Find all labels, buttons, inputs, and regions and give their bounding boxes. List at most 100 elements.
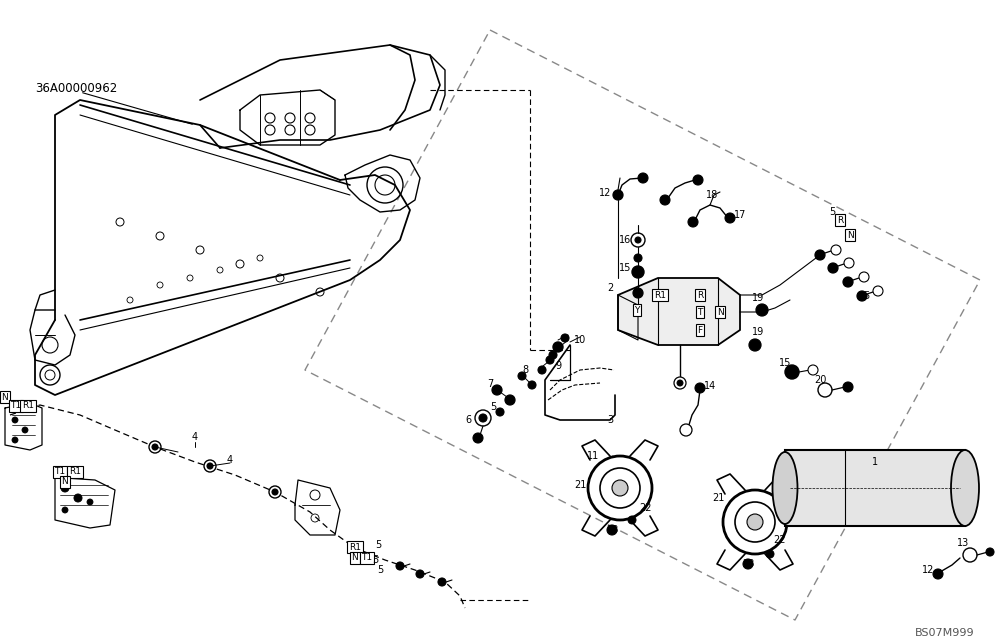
Circle shape	[873, 286, 883, 296]
Ellipse shape	[951, 450, 979, 526]
Circle shape	[723, 490, 787, 554]
Circle shape	[149, 441, 161, 453]
Circle shape	[87, 499, 93, 505]
Circle shape	[204, 460, 216, 472]
Text: N: N	[847, 231, 853, 240]
Circle shape	[634, 254, 642, 262]
Circle shape	[549, 351, 557, 359]
Text: 19: 19	[752, 327, 764, 337]
Text: 16: 16	[619, 235, 631, 245]
Text: 12: 12	[599, 188, 611, 198]
Circle shape	[538, 366, 546, 374]
Circle shape	[843, 382, 853, 392]
Circle shape	[843, 277, 853, 287]
Circle shape	[677, 380, 683, 386]
Text: 5: 5	[829, 207, 835, 217]
Text: T: T	[697, 307, 703, 316]
Circle shape	[660, 195, 670, 205]
Bar	[785, 450, 965, 526]
Circle shape	[674, 377, 686, 389]
Text: R1: R1	[22, 401, 34, 410]
Text: 36A00000962: 36A00000962	[35, 82, 117, 95]
Circle shape	[553, 342, 563, 352]
Circle shape	[933, 569, 943, 579]
Circle shape	[479, 414, 487, 422]
Text: R1: R1	[69, 468, 81, 477]
Circle shape	[61, 484, 69, 492]
Circle shape	[475, 410, 491, 426]
Circle shape	[207, 463, 213, 469]
Text: 6: 6	[465, 415, 471, 425]
Circle shape	[735, 502, 775, 542]
Text: 10: 10	[574, 335, 586, 345]
Circle shape	[628, 516, 636, 524]
Text: 23: 23	[606, 525, 618, 535]
Text: R1: R1	[654, 290, 666, 299]
Text: 17: 17	[734, 210, 746, 220]
Circle shape	[272, 489, 278, 495]
Text: 7: 7	[487, 379, 493, 389]
Circle shape	[492, 385, 502, 395]
Circle shape	[808, 365, 818, 375]
Text: R1: R1	[349, 542, 361, 551]
Circle shape	[613, 190, 623, 200]
Text: R: R	[697, 290, 703, 299]
Circle shape	[22, 427, 28, 433]
Text: 4: 4	[227, 455, 233, 465]
Circle shape	[633, 288, 643, 298]
Text: 22: 22	[639, 503, 651, 513]
Text: N: N	[717, 307, 723, 316]
Text: T1: T1	[361, 553, 373, 562]
Circle shape	[518, 372, 526, 380]
Text: 15: 15	[619, 263, 631, 273]
Text: R: R	[837, 216, 843, 225]
Circle shape	[818, 383, 832, 397]
Text: Y: Y	[634, 305, 640, 314]
Text: 5: 5	[375, 540, 381, 550]
Circle shape	[631, 233, 645, 247]
Text: N: N	[62, 477, 68, 486]
Polygon shape	[618, 278, 740, 345]
Text: 8: 8	[522, 365, 528, 375]
Text: 22: 22	[774, 535, 786, 545]
Text: T1: T1	[54, 468, 66, 477]
Circle shape	[62, 507, 68, 513]
Circle shape	[747, 514, 763, 530]
Circle shape	[632, 266, 644, 278]
Circle shape	[857, 291, 867, 301]
Circle shape	[859, 272, 869, 282]
Circle shape	[528, 381, 536, 389]
Circle shape	[693, 175, 703, 185]
Text: 5: 5	[490, 402, 496, 412]
Text: 3: 3	[607, 415, 613, 425]
Text: 9: 9	[555, 361, 561, 371]
Circle shape	[438, 578, 446, 586]
Circle shape	[766, 550, 774, 558]
Text: 13: 13	[957, 538, 969, 548]
Text: F: F	[697, 325, 703, 334]
Circle shape	[600, 468, 640, 508]
Text: 4: 4	[192, 432, 198, 442]
Circle shape	[505, 395, 515, 405]
Text: 2: 2	[607, 283, 613, 293]
Text: BS07M999: BS07M999	[915, 628, 975, 638]
Circle shape	[680, 424, 692, 436]
Text: T1: T1	[10, 401, 22, 410]
Circle shape	[743, 559, 753, 569]
Circle shape	[546, 356, 554, 364]
Circle shape	[635, 237, 641, 243]
Text: 11: 11	[587, 451, 599, 461]
Circle shape	[561, 334, 569, 342]
Text: 20: 20	[814, 375, 826, 385]
Circle shape	[963, 548, 977, 562]
Circle shape	[496, 408, 504, 416]
Circle shape	[986, 548, 994, 556]
Text: 1: 1	[872, 457, 878, 467]
Circle shape	[695, 383, 705, 393]
Text: 19: 19	[752, 293, 764, 303]
Circle shape	[638, 173, 648, 183]
Circle shape	[756, 304, 768, 316]
Circle shape	[416, 570, 424, 578]
Text: 5: 5	[372, 555, 378, 565]
Circle shape	[828, 263, 838, 273]
